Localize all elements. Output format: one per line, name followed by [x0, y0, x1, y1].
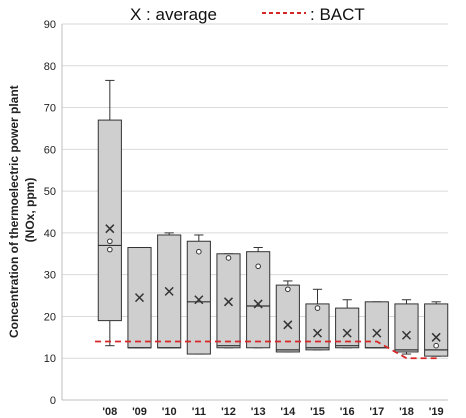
- outlier-point: [255, 263, 261, 270]
- x-tick-label: '11: [192, 406, 206, 418]
- box-item: [216, 253, 241, 349]
- mean-marker: [164, 286, 174, 296]
- legend-average-label: X : average: [130, 5, 217, 24]
- mean-marker: [372, 328, 382, 338]
- box-item: [246, 247, 271, 349]
- box-rect: [335, 307, 360, 349]
- x-tick-label: '19: [429, 406, 444, 418]
- y-tick-label: 10: [44, 353, 56, 365]
- y-axis-label: Concentration of thermoelectric power pl…: [7, 82, 37, 338]
- x-tick-label: '12: [221, 406, 236, 418]
- plot-layer: '08 '09 '10 '11 '12 '13 '14 '15 '16 '17 '18 '19: [95, 79, 449, 418]
- legend-bact-label: : BACT: [310, 5, 365, 24]
- outlier-point: [196, 248, 202, 255]
- outlier-point: [107, 238, 113, 245]
- outlier-point: [433, 342, 439, 349]
- mean-marker: [283, 320, 293, 330]
- box-item: [157, 232, 182, 349]
- mean-marker: [253, 299, 263, 309]
- x-tick-label: '14: [280, 406, 296, 418]
- y-tick-label: 80: [44, 61, 56, 73]
- x-tick-label: '08: [102, 406, 117, 418]
- y-axis-label-line2: (NOx, ppm): [23, 178, 37, 243]
- y-tick-label: 60: [44, 144, 56, 156]
- bact-line: [95, 340, 438, 360]
- outlier-point: [107, 246, 113, 253]
- box-rect: [305, 303, 330, 351]
- outlier-point: [285, 286, 291, 293]
- y-tick-label: 50: [44, 186, 56, 198]
- mean-marker: [342, 328, 352, 338]
- mean-marker: [134, 293, 145, 303]
- box-rect: [424, 303, 449, 357]
- x-tick-label: '17: [369, 406, 384, 418]
- y-tick-label: 40: [44, 228, 56, 240]
- y-tick-label: 90: [44, 19, 56, 31]
- x-tick-label: '10: [162, 406, 177, 418]
- x-tick-label: '18: [399, 406, 414, 418]
- mean-marker: [194, 295, 204, 305]
- outlier-point: [225, 255, 232, 261]
- box-rect: [394, 303, 419, 353]
- mean-marker: [431, 332, 441, 342]
- y-tick-label: 30: [44, 270, 56, 282]
- box-item: [424, 301, 449, 357]
- box-rect: [186, 240, 211, 355]
- box-rect: [246, 251, 271, 349]
- y-tick-label: 70: [44, 103, 56, 115]
- box-rect: [97, 119, 122, 322]
- box-item: [305, 288, 330, 351]
- mean-marker: [105, 224, 115, 234]
- x-tick-label: '13: [251, 406, 266, 418]
- x-tick-label: '09: [132, 406, 147, 418]
- mean-marker: [401, 330, 412, 340]
- box-item: [186, 234, 211, 355]
- legend: X : average : BACT: [130, 5, 365, 24]
- box-rect: [275, 284, 300, 353]
- y-tick-label: 0: [50, 395, 56, 407]
- box-item: [97, 79, 122, 347]
- box-item: [127, 247, 152, 349]
- y-tick-label: 20: [44, 311, 56, 323]
- x-tick-label: '15: [310, 406, 325, 418]
- x-tick-label: '16: [340, 406, 355, 418]
- box-item: [335, 299, 360, 349]
- box-item: [394, 299, 419, 355]
- box-item: [275, 280, 300, 353]
- outlier-point: [314, 305, 321, 311]
- mean-marker: [223, 297, 234, 307]
- mean-marker: [312, 328, 323, 338]
- box-item: [364, 301, 389, 349]
- y-axis-label-line1: Concentration of thermoelectric power pl…: [7, 85, 21, 338]
